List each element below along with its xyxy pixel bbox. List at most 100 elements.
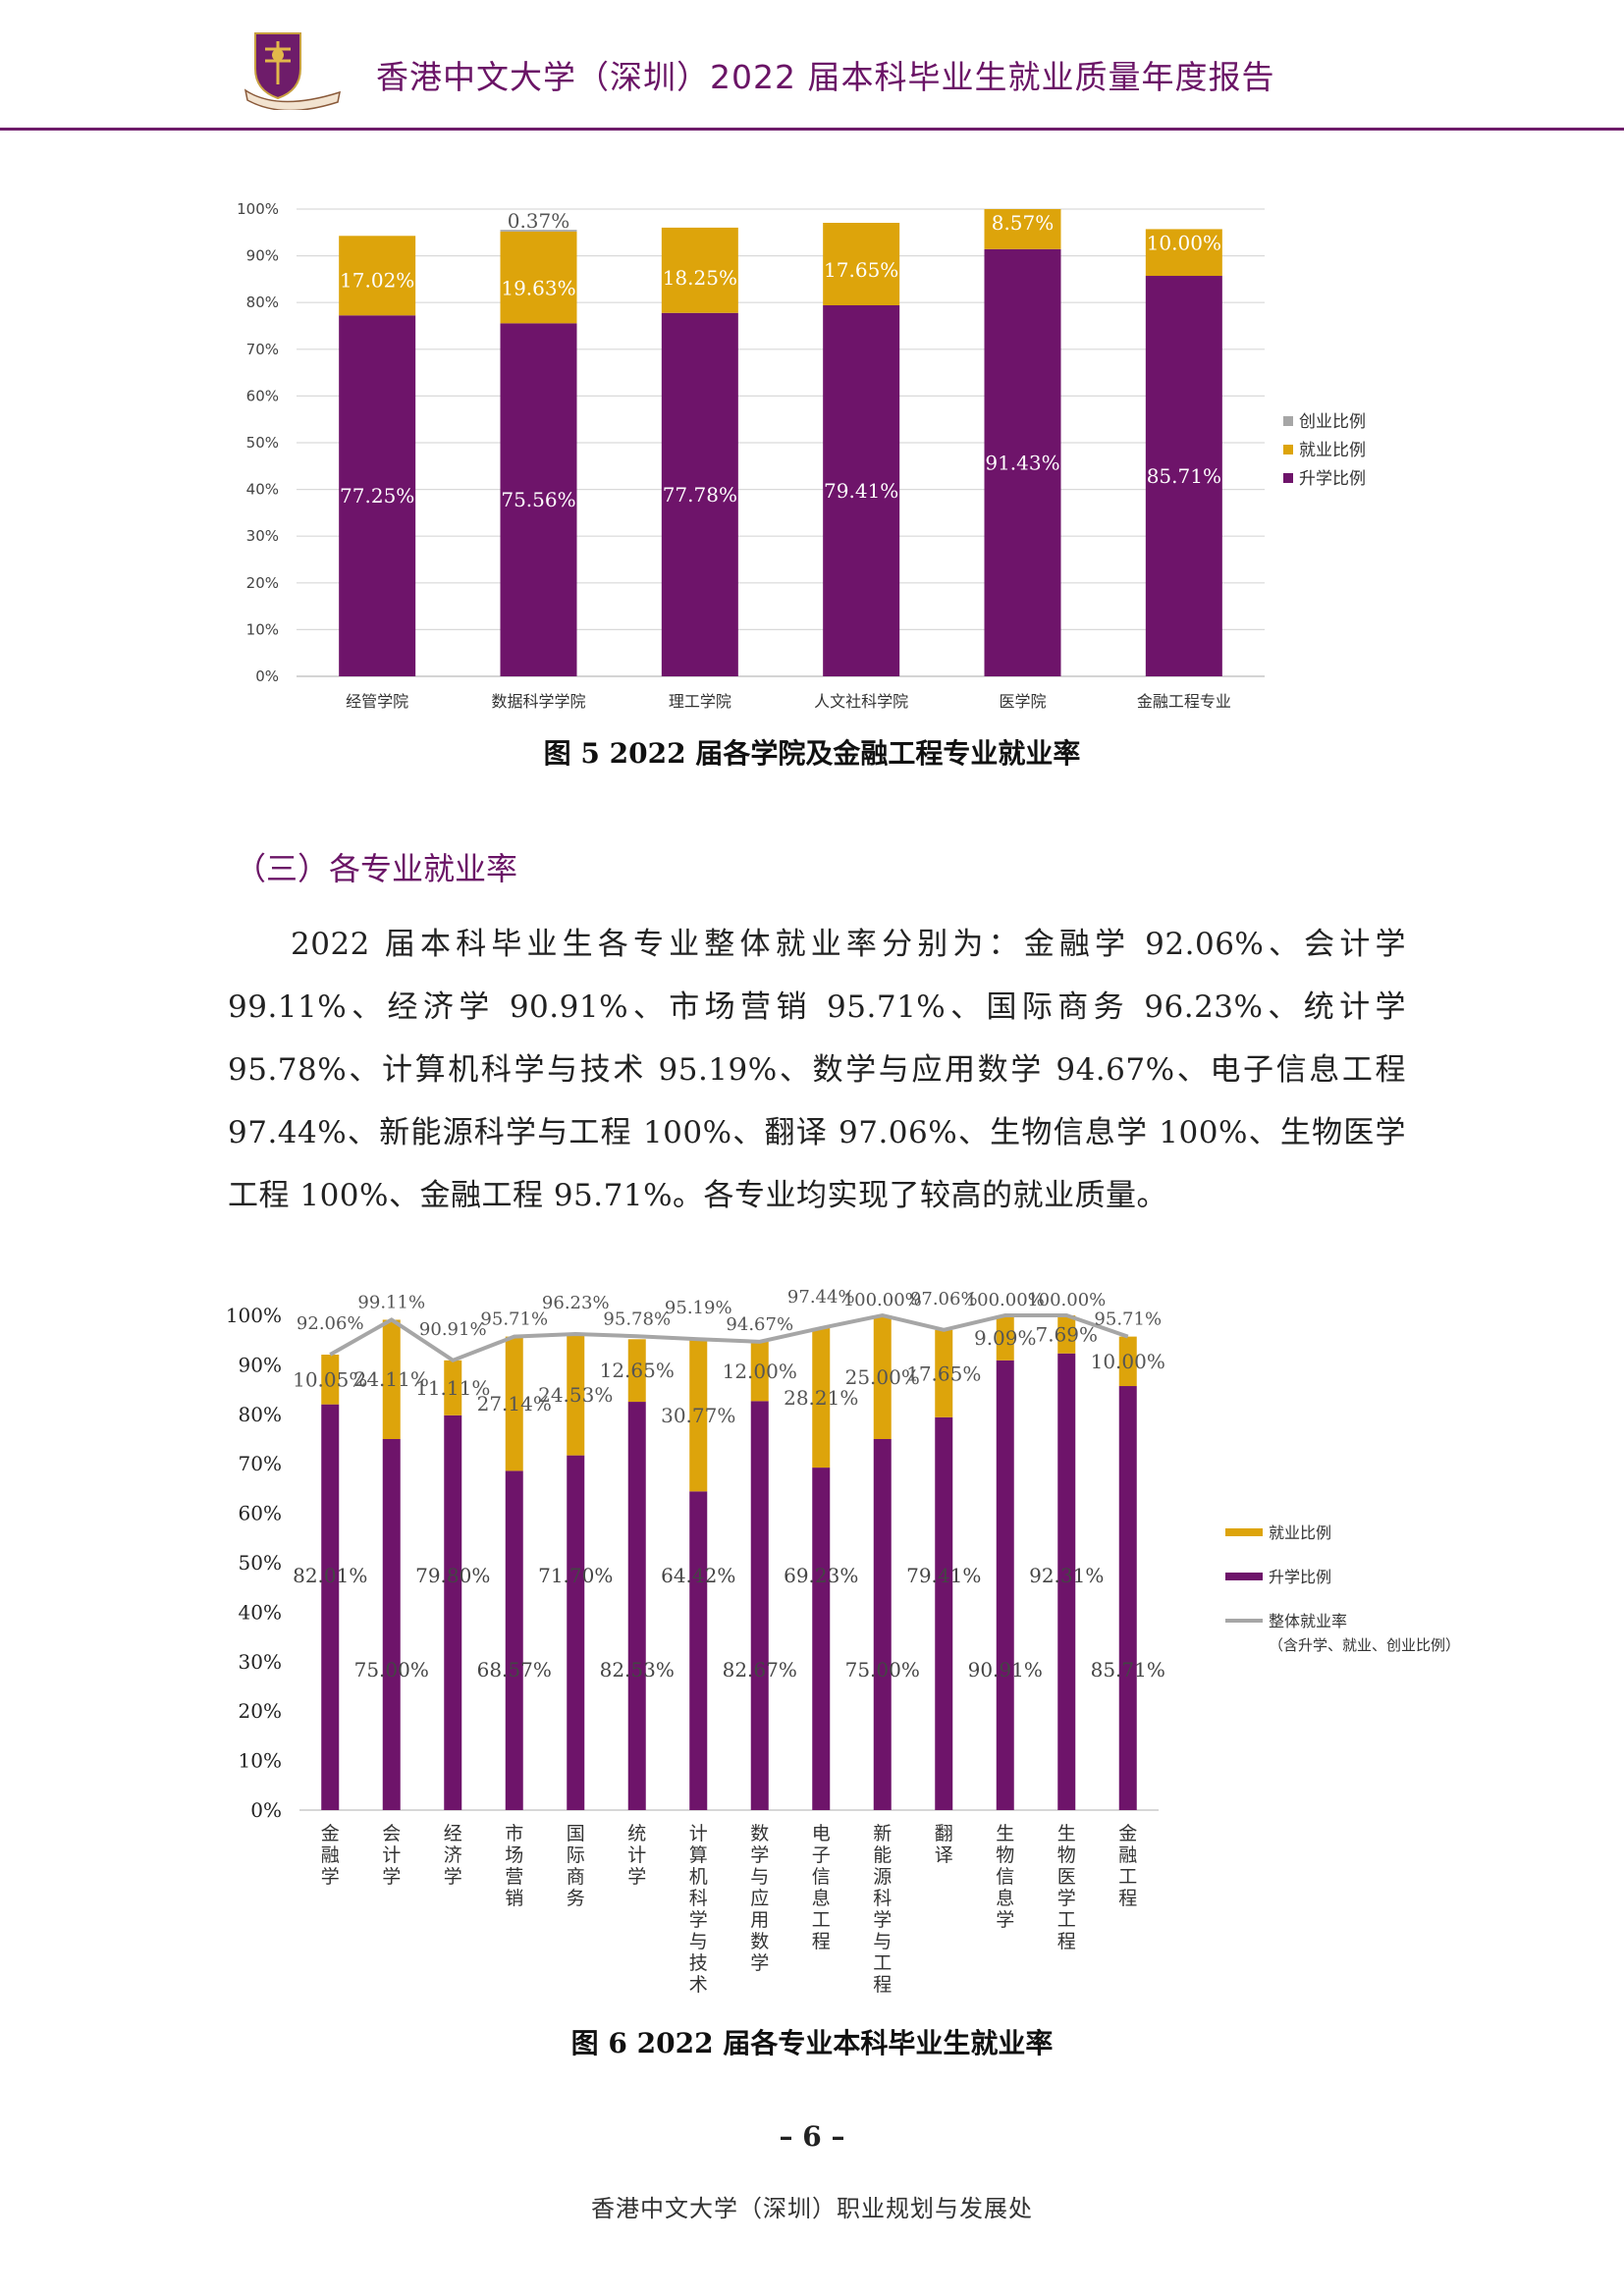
y-tick-label: 80% (246, 294, 279, 311)
x-tick-label: 生物信息学 (996, 1823, 1014, 1931)
x-tick-label: 新能源科学与工程 (873, 1823, 892, 1996)
x-tick-label: 经济学 (444, 1823, 462, 1888)
bar-segment (339, 236, 416, 316)
data-label: 30.77% (661, 1404, 735, 1427)
legend-swatch (1225, 1573, 1263, 1580)
data-label: 100.00% (966, 1290, 1045, 1310)
data-label: 24.53% (538, 1383, 613, 1407)
bar-segment (567, 1334, 585, 1456)
bar-segment (873, 1315, 892, 1439)
y-tick-label: 20% (246, 574, 279, 592)
bar-segment (627, 1402, 646, 1810)
bar-segment (500, 231, 577, 324)
data-label: 10.05% (293, 1367, 367, 1391)
header-divider (0, 128, 1624, 131)
data-label: 95.19% (665, 1298, 732, 1318)
y-tick-label: 10% (246, 620, 279, 638)
figure5-caption: 图 5 2022 届各学院及金融工程专业就业率 (543, 737, 1081, 770)
y-tick-label: 0% (255, 667, 279, 685)
y-tick-label: 60% (246, 387, 279, 404)
data-label: 25.00% (845, 1365, 920, 1389)
x-tick-label: 人文社科学院 (814, 692, 908, 711)
data-label: 71.70% (538, 1564, 613, 1587)
x-tick-label: 金融学 (321, 1823, 340, 1888)
bar-segment (661, 312, 738, 676)
legend-label: 整体就业率 (1269, 1612, 1347, 1630)
y-tick-label: 70% (246, 341, 279, 358)
y-tick-label: 90% (246, 247, 279, 265)
legend-swatch (1283, 473, 1293, 483)
data-label: 92.06% (297, 1313, 364, 1334)
x-tick-label: 数学与应用数学 (750, 1823, 769, 1974)
y-tick-label: 10% (239, 1749, 282, 1773)
bar-segment (567, 1455, 585, 1810)
bar-segment (1057, 1353, 1076, 1810)
data-label: 97.06% (910, 1289, 978, 1309)
bar-segment (984, 209, 1061, 249)
x-tick-label: 市场营销 (505, 1823, 523, 1909)
data-label: 77.78% (663, 483, 737, 507)
bar-segment (935, 1416, 953, 1810)
data-label: 69.23% (784, 1564, 858, 1587)
chart-major-employment: 0% 10% 20% 30% 40% 50% 60% 70% 80% 90% 100% 82.01% 1… (226, 1287, 1460, 1996)
bar-segment (1145, 276, 1222, 676)
bar-segment (689, 1491, 708, 1810)
data-label: 75.56% (501, 488, 575, 511)
data-label: 12.65% (600, 1359, 675, 1382)
bar-segment (444, 1415, 462, 1810)
data-label: 95.78% (603, 1308, 671, 1329)
legend-label: （含升学、就业、创业比例） (1269, 1636, 1460, 1654)
bar-segment (823, 305, 900, 676)
legend-swatch (1283, 445, 1293, 454)
data-label: 99.11% (357, 1292, 425, 1312)
data-label: 85.71% (1147, 464, 1221, 488)
data-label: 95.71% (1094, 1309, 1162, 1330)
y-tick-label: 40% (239, 1600, 282, 1624)
data-label: 75.00% (354, 1658, 429, 1682)
bar-segment (500, 323, 577, 676)
data-label: 100.00% (1027, 1290, 1106, 1310)
bar-segment (505, 1470, 523, 1810)
y-tick-label: 60% (239, 1502, 282, 1525)
x-tick-label: 生物医学工程 (1057, 1823, 1076, 1952)
bar-segment (996, 1315, 1014, 1361)
bar-segment (823, 222, 900, 306)
page-header: 香港中文大学（深圳）2022 届本科毕业生就业质量年度报告 (0, 0, 1624, 133)
bar-segment (812, 1327, 831, 1468)
x-tick-label: 统计学 (627, 1823, 646, 1888)
figure6-caption: 图 6 2022 届各专业本科毕业生就业率 (570, 2027, 1054, 2059)
data-label: 17.65% (824, 258, 898, 282)
data-label: 90.91% (419, 1319, 487, 1340)
y-tick-label: 30% (239, 1650, 282, 1674)
bar-segment (1145, 229, 1222, 277)
y-tick-label: 100% (226, 1304, 282, 1327)
section-heading: （三）各专业就业率 (235, 850, 518, 887)
data-label: 77.25% (340, 484, 414, 507)
x-tick-label: 电子信息工程 (812, 1823, 831, 1952)
x-tick-label: 金融工程专业 (1137, 692, 1231, 711)
data-label: 0.37% (508, 209, 570, 233)
data-label: 82.67% (723, 1658, 797, 1682)
footer-office: 香港中文大学（深圳）职业规划与发展处 (591, 2195, 1033, 2222)
data-label: 90.91% (968, 1658, 1043, 1682)
bar-segment (996, 1360, 1014, 1810)
data-label: 18.25% (663, 266, 737, 290)
university-crest-icon (244, 32, 341, 110)
data-label: 85.71% (1091, 1658, 1165, 1682)
data-label: 100.00% (843, 1290, 922, 1310)
data-label: 64.42% (661, 1564, 735, 1587)
x-tick-label: 会计学 (382, 1823, 401, 1888)
bar-segment (627, 1339, 646, 1403)
series-line (329, 1312, 1129, 1363)
report-title: 香港中文大学（深圳）2022 届本科毕业生就业质量年度报告 (376, 58, 1275, 96)
bar-segment (1118, 1386, 1137, 1810)
data-label: 96.23% (542, 1293, 610, 1313)
legend-label: 就业比例 (1299, 441, 1366, 460)
data-label: 12.00% (723, 1360, 797, 1383)
chart-college-employment: 0% 10% 20% 30% 40% 50% 60% 70% 80% 90% 100% 77.25% 1… (237, 200, 1366, 711)
legend-label: 升学比例 (1299, 469, 1366, 489)
data-label: 94.67% (726, 1314, 793, 1335)
legend-swatch (1283, 416, 1293, 426)
y-tick-label: 20% (239, 1699, 282, 1723)
data-label: 95.71% (480, 1309, 548, 1330)
